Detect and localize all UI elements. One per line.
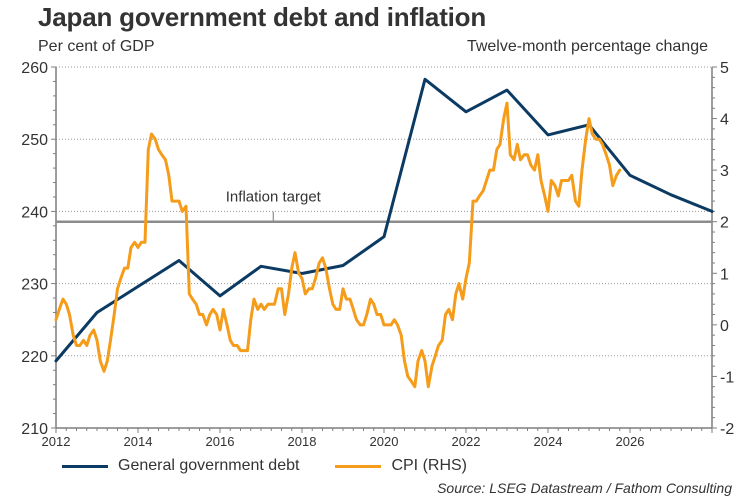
right-tick-label: 2 (720, 215, 729, 232)
legend: General government debt CPI (RHS) (62, 457, 503, 475)
x-tick-label: 2018 (288, 434, 317, 449)
right-tick-label: 4 (720, 112, 729, 129)
x-tick-label: 2026 (616, 434, 645, 449)
x-tick-label: 2014 (124, 434, 153, 449)
x-tick-label: 2022 (452, 434, 481, 449)
legend-swatch-cpi (335, 464, 382, 468)
legend-swatch-debt (62, 464, 108, 468)
left-axis-unit-label: Per cent of GDP (38, 38, 155, 55)
inflation-target-label: Inflation target (226, 189, 322, 206)
debt-series-line (54, 77, 714, 363)
legend-label-debt: General government debt (118, 457, 300, 474)
right-tick-label: 1 (720, 266, 729, 283)
left-tick-label: 260 (21, 60, 48, 77)
x-tick-label: 2024 (534, 434, 563, 449)
x-tick-label: 2016 (206, 434, 235, 449)
right-tick-label: 5 (720, 60, 729, 77)
x-tick-label: 2012 (42, 434, 71, 449)
right-tick-label: 0 (720, 318, 729, 335)
left-tick-label: 240 (21, 204, 48, 221)
left-tick-label: 220 (21, 349, 48, 366)
left-tick-label: 230 (21, 277, 48, 294)
source-note: Source: LSEG Datastream / Fathom Consult… (437, 480, 732, 496)
chart-title: Japan government debt and inflation (38, 2, 487, 32)
left-tick-label: 250 (21, 132, 48, 149)
legend-item-debt: General government debt (62, 457, 299, 475)
right-axis-unit-label: Twelve-month percentage change (466, 38, 708, 55)
right-tick-label: -1 (720, 369, 734, 386)
left-tick-label: 210 (21, 421, 48, 438)
legend-label-cpi: CPI (RHS) (391, 457, 468, 474)
right-tick-label: 3 (720, 163, 729, 180)
cpi-series-line (54, 101, 622, 389)
right-tick-label: -2 (720, 421, 734, 438)
legend-item-cpi: CPI (RHS) (335, 457, 467, 475)
x-tick-label: 2020 (370, 434, 399, 449)
